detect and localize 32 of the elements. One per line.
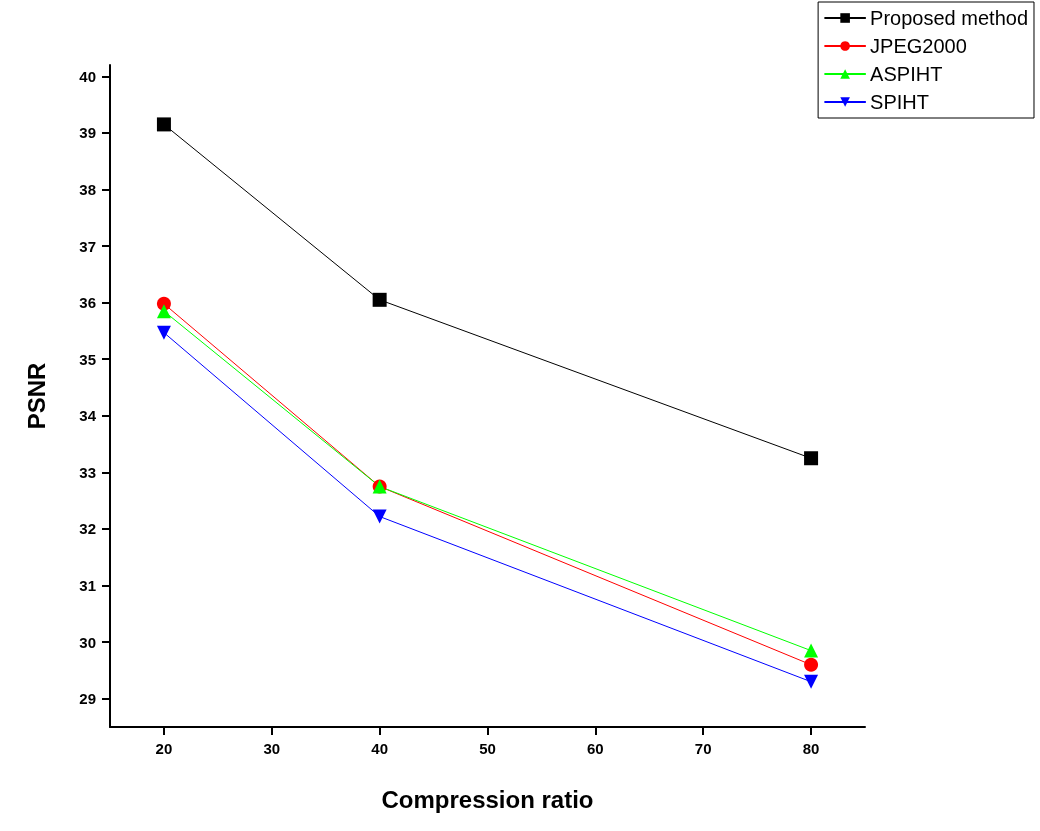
x-tick-label: 20 — [155, 740, 173, 757]
x-tick-label: 40 — [371, 740, 388, 757]
legend-label: JPEG2000 — [870, 35, 967, 57]
y-tick-label: 32 — [79, 520, 96, 538]
point — [156, 117, 171, 132]
y-tick-label: 33 — [79, 463, 96, 481]
point — [372, 509, 387, 524]
legend-label: SPIHT — [870, 91, 930, 113]
y-tick-label: 38 — [79, 180, 96, 198]
y-tick-label: 30 — [79, 633, 96, 651]
point — [804, 674, 819, 689]
x-axis-title: Compression ratio — [381, 785, 594, 813]
x-tick-label: 50 — [479, 740, 496, 757]
point — [804, 451, 819, 466]
point — [156, 325, 171, 340]
legend-label: ASPIHT — [870, 63, 943, 85]
y-tick-label: 37 — [79, 237, 96, 255]
y-axis-title: PSNR — [22, 362, 50, 430]
y-tick-label: 40 — [79, 67, 96, 85]
y-tick-label: 35 — [79, 350, 96, 368]
x-tick-label: 80 — [802, 740, 820, 757]
point — [372, 292, 387, 307]
point — [804, 657, 819, 672]
y-tick-label: 39 — [79, 124, 96, 142]
x-tick-label: 70 — [694, 740, 712, 757]
x-tick-label: 30 — [263, 740, 281, 757]
y-tick-label: 34 — [79, 407, 97, 425]
y-tick-label: 31 — [79, 577, 96, 595]
y-tick-label: 36 — [79, 294, 96, 312]
legend-label: Proposed method — [870, 7, 1029, 29]
y-tick-label: 29 — [79, 690, 96, 708]
x-tick-label: 60 — [587, 740, 604, 757]
